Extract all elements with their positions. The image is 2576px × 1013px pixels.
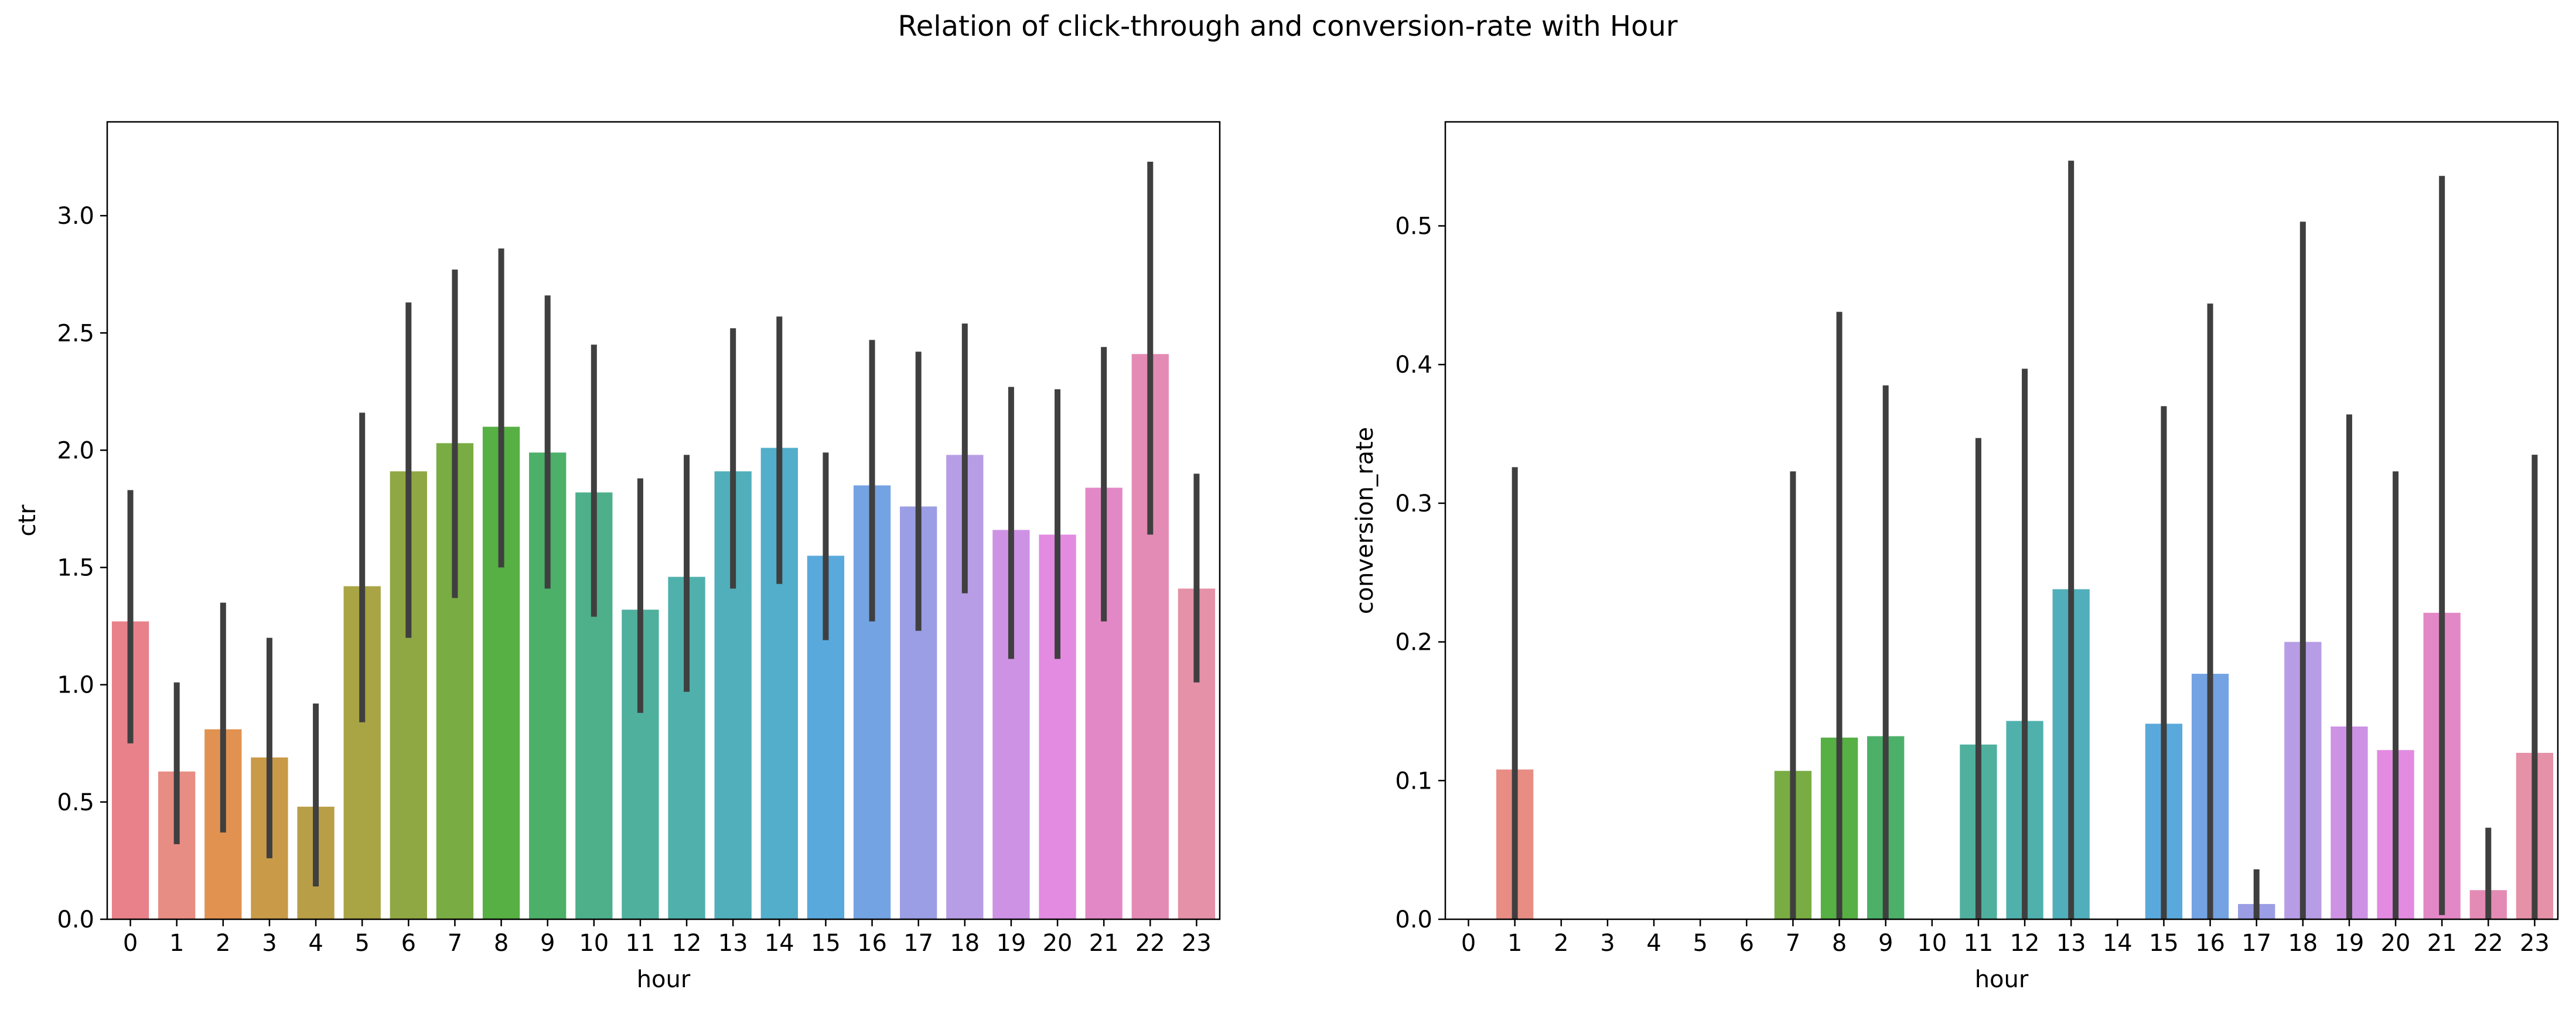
x-tick-label: 0 xyxy=(123,930,138,957)
x-tick-label: 11 xyxy=(1963,930,1993,957)
x-tick-label: 10 xyxy=(1917,930,1947,957)
x-tick-label: 16 xyxy=(2195,930,2225,957)
x-tick-label: 3 xyxy=(262,930,277,957)
y-tick-label: 0.0 xyxy=(1395,906,1432,933)
x-tick-label: 4 xyxy=(308,930,323,957)
x-tick-label: 3 xyxy=(1600,930,1615,957)
chart-panel-2: 0 1 2 3 4 5 6 7 8 9 10 11 12 13 14 15 16 17 18 19 20 21 22 230.… xyxy=(1352,121,2559,993)
x-tick-label: 7 xyxy=(1786,930,1800,957)
x-tick-label: 18 xyxy=(2288,930,2318,957)
x-tick-label: 8 xyxy=(1832,930,1847,957)
y-tick-label: 0.4 xyxy=(1395,352,1432,378)
y-tick-label: 0.2 xyxy=(1395,629,1432,656)
x-tick-label: 0 xyxy=(1461,930,1476,957)
x-tick-label: 2 xyxy=(1554,930,1568,957)
x-axis-label: hour xyxy=(637,966,691,993)
x-tick-label: 18 xyxy=(950,930,980,957)
chart-panel-1: 0 1 2 3 4 5 6 7 8 9 10 11 12 13 14 15 16 17 18 19 20 21 22 230.… xyxy=(14,121,1221,993)
x-tick-label: 19 xyxy=(996,930,1026,957)
y-tick-label: 0.1 xyxy=(1395,768,1432,794)
x-tick-label: 23 xyxy=(1182,930,1212,957)
x-tick-label: 5 xyxy=(354,930,369,957)
x-axis-label: hour xyxy=(1975,966,2029,993)
x-tick-label: 4 xyxy=(1646,930,1661,957)
x-tick-label: 15 xyxy=(2149,930,2179,957)
y-tick-label: 0.5 xyxy=(57,789,94,816)
x-tick-label: 6 xyxy=(1739,930,1754,957)
x-tick-label: 2 xyxy=(216,930,230,957)
x-tick-label: 5 xyxy=(1693,930,1707,957)
x-tick-label: 17 xyxy=(2241,930,2271,957)
x-tick-label: 9 xyxy=(1878,930,1893,957)
x-tick-label: 1 xyxy=(169,930,184,957)
figure-title: Relation of click-through and conversion… xyxy=(898,10,1678,43)
x-tick-label: 22 xyxy=(1135,930,1165,957)
x-tick-label: 21 xyxy=(2427,930,2457,957)
x-tick-label: 11 xyxy=(625,930,655,957)
y-tick-label: 2.0 xyxy=(57,437,94,464)
y-tick-label: 0.0 xyxy=(57,906,94,933)
y-tick-label: 1.0 xyxy=(57,672,94,699)
x-tick-label: 14 xyxy=(765,930,794,957)
x-tick-label: 13 xyxy=(2056,930,2086,957)
x-tick-label: 20 xyxy=(2381,930,2411,957)
axes-frame xyxy=(106,121,1221,920)
x-tick-label: 8 xyxy=(494,930,509,957)
y-tick-label: 0.3 xyxy=(1395,490,1432,517)
x-tick-label: 16 xyxy=(857,930,887,957)
x-tick-label: 6 xyxy=(401,930,416,957)
x-tick-label: 22 xyxy=(2473,930,2503,957)
y-axis-label: conversion_rate xyxy=(1352,427,1379,615)
x-tick-label: 10 xyxy=(579,930,609,957)
x-tick-label: 21 xyxy=(1089,930,1119,957)
y-tick-label: 3.0 xyxy=(57,203,94,230)
x-tick-label: 20 xyxy=(1043,930,1073,957)
y-axis-label: ctr xyxy=(14,504,41,537)
y-tick-label: 1.5 xyxy=(57,555,94,582)
x-tick-label: 12 xyxy=(2010,930,2040,957)
x-tick-label: 19 xyxy=(2334,930,2364,957)
x-tick-label: 1 xyxy=(1507,930,1522,957)
x-tick-label: 14 xyxy=(2103,930,2133,957)
y-tick-label: 0.5 xyxy=(1395,213,1432,240)
x-tick-label: 9 xyxy=(540,930,555,957)
axes-frame xyxy=(1444,121,2559,920)
x-tick-label: 12 xyxy=(672,930,702,957)
x-tick-label: 13 xyxy=(718,930,748,957)
x-tick-label: 7 xyxy=(448,930,462,957)
y-tick-label: 2.5 xyxy=(57,320,94,347)
x-tick-label: 15 xyxy=(811,930,841,957)
x-tick-label: 23 xyxy=(2520,930,2550,957)
x-tick-label: 17 xyxy=(903,930,933,957)
